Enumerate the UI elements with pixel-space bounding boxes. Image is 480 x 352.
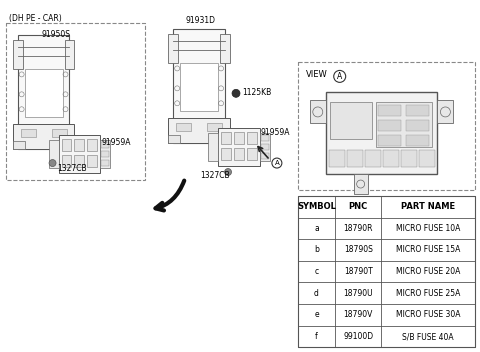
Bar: [87, 155, 97, 167]
Text: A: A: [275, 160, 279, 166]
Text: 1125KB: 1125KB: [242, 88, 271, 98]
Text: b: b: [314, 245, 319, 254]
Bar: [101, 160, 109, 166]
Bar: [218, 128, 260, 166]
Bar: [74, 139, 84, 151]
Bar: [168, 135, 180, 143]
Text: c: c: [314, 267, 319, 276]
Bar: [12, 39, 23, 69]
Text: VIEW: VIEW: [306, 70, 327, 80]
Bar: [378, 105, 401, 117]
Text: 1327CB: 1327CB: [58, 164, 87, 172]
Bar: [298, 196, 475, 347]
Bar: [376, 102, 432, 147]
Bar: [365, 150, 381, 168]
Bar: [247, 132, 257, 144]
Bar: [247, 148, 257, 160]
Text: 18790U: 18790U: [343, 289, 373, 298]
Circle shape: [232, 89, 240, 97]
Bar: [347, 150, 363, 168]
FancyArrowPatch shape: [156, 181, 184, 210]
Bar: [406, 120, 429, 131]
Bar: [18, 34, 70, 149]
Bar: [298, 62, 475, 190]
Bar: [326, 92, 437, 174]
Bar: [406, 135, 429, 146]
Bar: [310, 101, 326, 123]
Bar: [419, 150, 435, 168]
Bar: [74, 155, 84, 167]
Text: 18790V: 18790V: [344, 310, 373, 319]
Bar: [64, 39, 74, 69]
Bar: [234, 148, 244, 160]
Bar: [100, 140, 110, 168]
Text: (DH PE - CAR): (DH PE - CAR): [9, 14, 61, 23]
Text: SYMBOL: SYMBOL: [297, 202, 336, 211]
Bar: [354, 174, 368, 194]
Bar: [220, 33, 230, 63]
Circle shape: [49, 159, 56, 166]
Text: f: f: [315, 332, 318, 341]
Bar: [48, 140, 59, 168]
Text: PNC: PNC: [348, 202, 368, 211]
Bar: [234, 132, 244, 144]
Bar: [101, 142, 109, 148]
Bar: [437, 101, 454, 123]
Bar: [59, 135, 100, 173]
Text: MICRO FUSE 15A: MICRO FUSE 15A: [396, 245, 460, 254]
Bar: [261, 153, 269, 159]
Text: 91950S: 91950S: [41, 30, 70, 39]
Bar: [221, 148, 231, 160]
Bar: [6, 23, 145, 180]
Bar: [401, 150, 417, 168]
Bar: [218, 135, 230, 143]
Text: MICRO FUSE 20A: MICRO FUSE 20A: [396, 267, 460, 276]
Bar: [168, 118, 230, 143]
Bar: [383, 150, 399, 168]
Bar: [173, 29, 225, 143]
Bar: [51, 129, 67, 137]
Bar: [261, 144, 269, 150]
Text: e: e: [314, 310, 319, 319]
Text: MICRO FUSE 30A: MICRO FUSE 30A: [396, 310, 460, 319]
Bar: [329, 150, 345, 168]
Text: 91959A: 91959A: [261, 128, 290, 137]
Text: A: A: [337, 72, 342, 81]
Bar: [330, 102, 372, 139]
Bar: [61, 155, 72, 167]
Text: 18790T: 18790T: [344, 267, 372, 276]
Circle shape: [225, 169, 231, 176]
Text: a: a: [314, 224, 319, 233]
Bar: [261, 135, 269, 141]
Text: MICRO FUSE 25A: MICRO FUSE 25A: [396, 289, 460, 298]
Bar: [378, 135, 401, 146]
Text: 18790R: 18790R: [343, 224, 373, 233]
Bar: [61, 139, 72, 151]
Bar: [180, 63, 218, 111]
Bar: [12, 141, 24, 149]
Bar: [101, 151, 109, 157]
Bar: [12, 124, 74, 149]
Bar: [176, 123, 191, 131]
Bar: [62, 141, 74, 149]
Text: S/B FUSE 40A: S/B FUSE 40A: [402, 332, 454, 341]
Bar: [24, 69, 62, 117]
Text: 91931D: 91931D: [185, 15, 215, 25]
Bar: [207, 123, 222, 131]
Bar: [21, 129, 36, 137]
Text: MICRO FUSE 10A: MICRO FUSE 10A: [396, 224, 460, 233]
Text: 18790S: 18790S: [344, 245, 372, 254]
Text: 99100D: 99100D: [343, 332, 373, 341]
Bar: [87, 139, 97, 151]
Bar: [168, 33, 178, 63]
Bar: [378, 120, 401, 131]
Bar: [221, 132, 231, 144]
Text: d: d: [314, 289, 319, 298]
Bar: [260, 133, 270, 161]
Text: 91959A: 91959A: [101, 138, 131, 147]
Text: 1327CB: 1327CB: [200, 170, 230, 180]
Bar: [406, 105, 429, 117]
Bar: [208, 133, 218, 161]
Text: PART NAME: PART NAME: [401, 202, 456, 211]
